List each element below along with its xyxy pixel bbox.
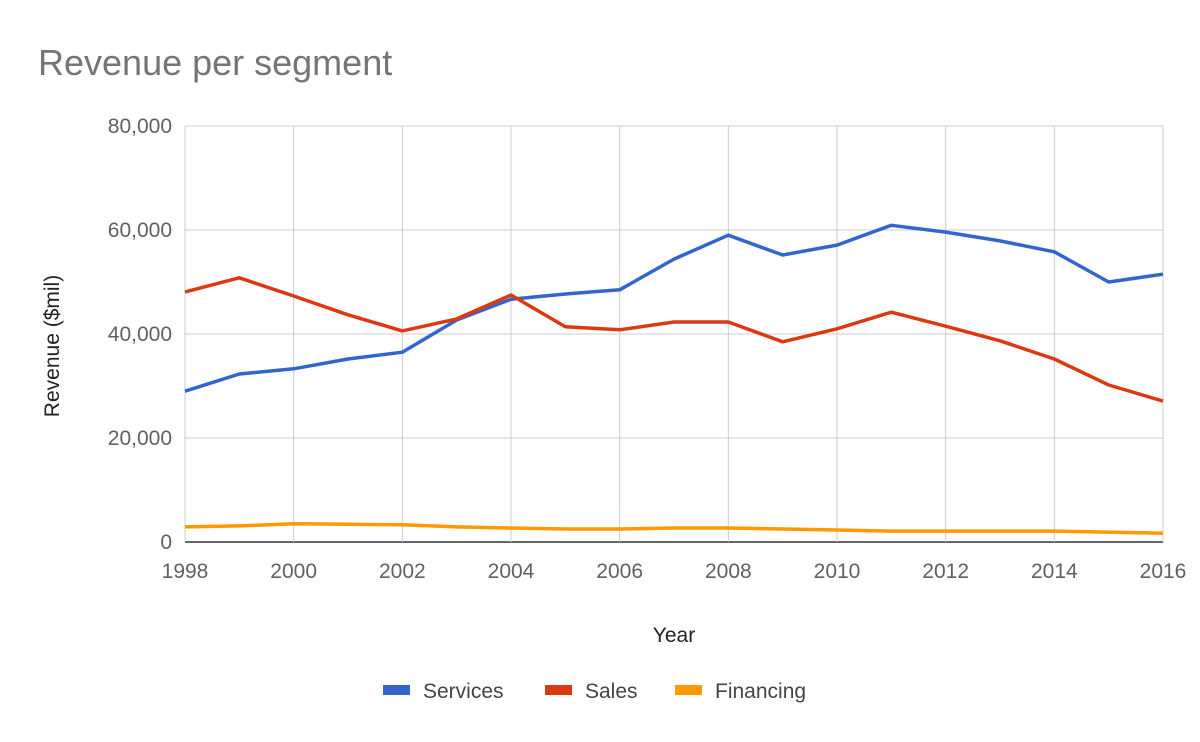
y-tick-label: 0 xyxy=(160,531,172,554)
legend-swatch-services xyxy=(383,685,410,695)
legend-swatch-sales xyxy=(545,685,572,695)
x-axis-title: Year xyxy=(653,624,695,647)
series-line-services xyxy=(184,223,1164,393)
legend-label-sales: Sales xyxy=(585,680,638,703)
x-tick-label: 2008 xyxy=(705,560,752,583)
x-tick-label: 2016 xyxy=(1140,560,1187,583)
y-tick-label: 60,000 xyxy=(108,219,172,242)
legend: Services Sales Financing xyxy=(383,680,806,703)
series-lines xyxy=(184,223,1164,535)
series-line-financing xyxy=(184,522,1164,535)
y-tick-label: 80,000 xyxy=(108,115,172,138)
x-tick-label: 1998 xyxy=(162,560,209,583)
x-tick-label: 2006 xyxy=(596,560,643,583)
y-axis-ticks: 0 20,000 40,000 60,000 80,000 xyxy=(108,115,172,554)
y-tick-label: 20,000 xyxy=(108,427,172,450)
legend-swatch-financing xyxy=(675,685,702,695)
x-tick-label: 2000 xyxy=(270,560,317,583)
gridlines xyxy=(184,125,1164,543)
x-tick-label: 2002 xyxy=(379,560,426,583)
x-tick-label: 2014 xyxy=(1031,560,1078,583)
x-tick-label: 2010 xyxy=(814,560,861,583)
chart-title: Revenue per segment xyxy=(38,42,392,83)
x-tick-label: 2004 xyxy=(488,560,535,583)
y-axis-title: Revenue ($mil) xyxy=(41,275,64,417)
series-line-sales xyxy=(184,276,1164,403)
legend-label-services: Services xyxy=(423,680,504,703)
x-axis-ticks: 1998 2000 2002 2004 2006 2008 2010 2012 2014 2016 xyxy=(162,560,1187,583)
y-tick-label: 40,000 xyxy=(108,323,172,346)
legend-label-financing: Financing xyxy=(715,680,806,703)
x-tick-label: 2012 xyxy=(922,560,969,583)
